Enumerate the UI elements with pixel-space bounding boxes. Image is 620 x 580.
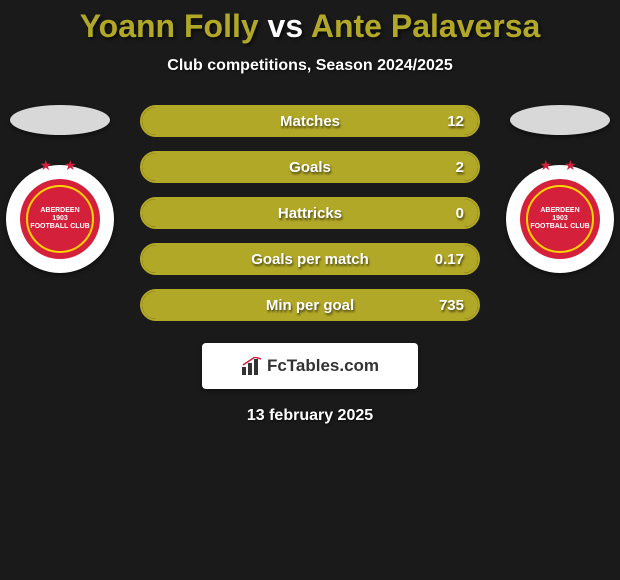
stat-bar-label: Matches — [280, 113, 340, 130]
player1-silhouette — [10, 105, 110, 135]
player1-club-crest: ★ ★ ABERDEEN 1903 FOOTBALL CLUB — [6, 165, 114, 273]
stat-bar-label: Goals — [289, 159, 331, 176]
source-logo: FcTables.com — [202, 343, 418, 389]
crest-stars-icon: ★ ★ — [20, 157, 100, 174]
stat-bar: Goals 2 — [140, 151, 480, 183]
crest-text: ABERDEEN 1903 FOOTBALL CLUB — [530, 207, 589, 230]
stat-bar: Matches 12 — [140, 105, 480, 137]
crest-text: ABERDEEN 1903 FOOTBALL CLUB — [30, 207, 89, 230]
stat-bar: Min per goal 735 — [140, 289, 480, 321]
right-side: ★ ★ ABERDEEN 1903 FOOTBALL CLUB — [500, 105, 620, 273]
stat-bar-value: 735 — [439, 297, 464, 314]
stat-bar: Goals per match 0.17 — [140, 243, 480, 275]
vs-text: vs — [268, 8, 304, 44]
stat-bar-label: Min per goal — [266, 297, 354, 314]
subtitle: Club competitions, Season 2024/2025 — [0, 57, 620, 75]
date-text: 13 february 2025 — [0, 407, 620, 425]
chart-icon — [241, 357, 263, 375]
player2-silhouette — [510, 105, 610, 135]
stat-bar-value: 2 — [456, 159, 464, 176]
logo-text: FcTables.com — [267, 356, 379, 376]
stat-bar-label: Hattricks — [278, 205, 342, 222]
stat-bar: Hattricks 0 — [140, 197, 480, 229]
player2-club-crest: ★ ★ ABERDEEN 1903 FOOTBALL CLUB — [506, 165, 614, 273]
crest-stars-icon: ★ ★ — [520, 157, 600, 174]
comparison-content: ★ ★ ABERDEEN 1903 FOOTBALL CLUB ★ ★ ABER… — [0, 105, 620, 425]
left-side: ★ ★ ABERDEEN 1903 FOOTBALL CLUB — [0, 105, 120, 273]
player1-name: Yoann Folly — [80, 8, 259, 44]
stat-bars: Matches 12 Goals 2 Hattricks 0 Goals per match… — [140, 105, 480, 321]
stat-bar-value: 0 — [456, 205, 464, 222]
comparison-title: Yoann Folly vs Ante Palaversa — [0, 0, 620, 45]
stat-bar-value: 0.17 — [435, 251, 464, 268]
player2-name: Ante Palaversa — [311, 8, 540, 44]
stat-bar-label: Goals per match — [251, 251, 369, 268]
stat-bar-value: 12 — [447, 113, 464, 130]
